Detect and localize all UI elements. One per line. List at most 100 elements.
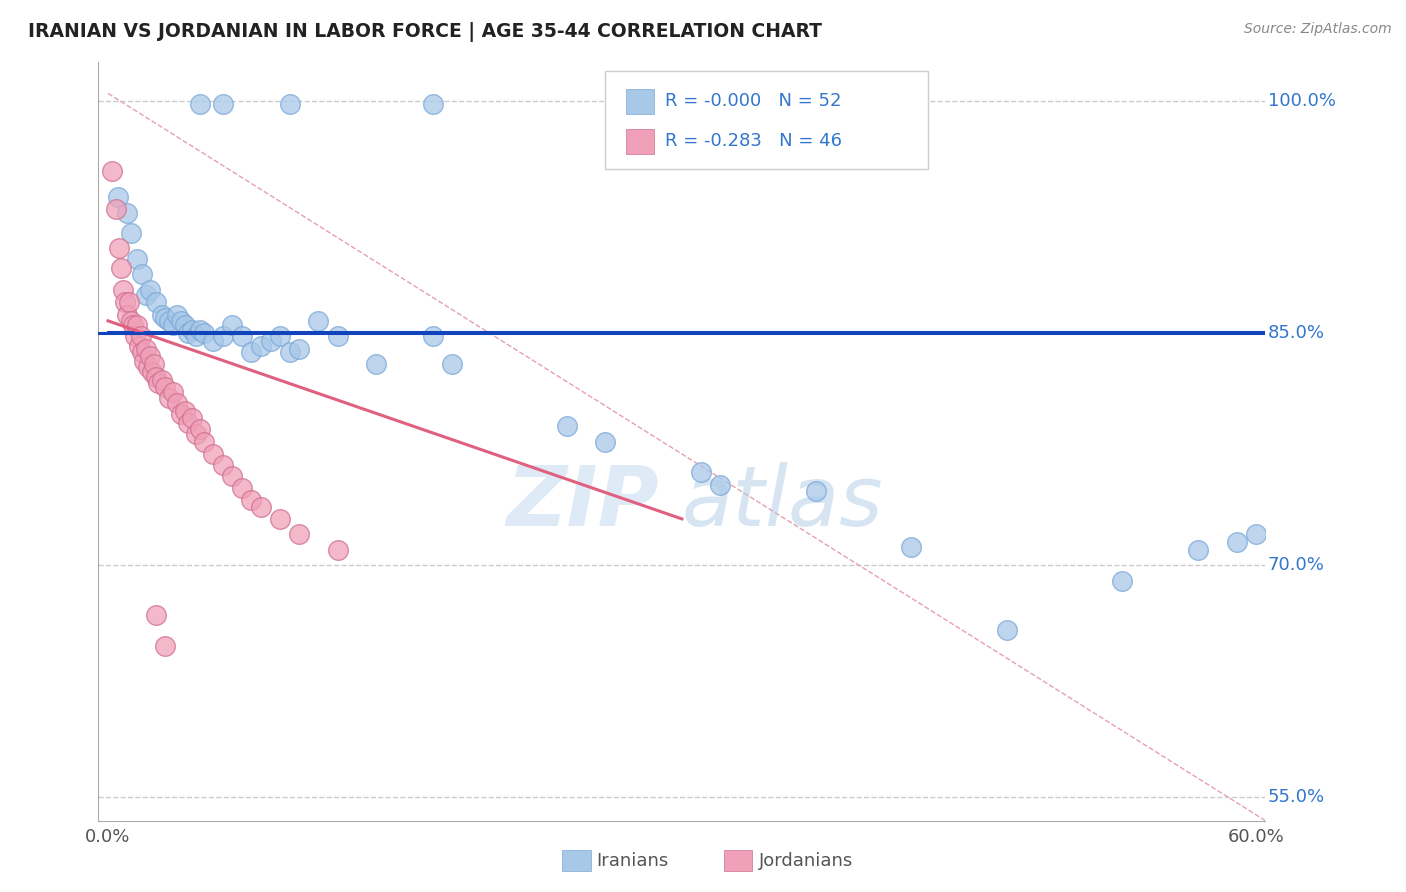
Point	[145, 369, 167, 384]
Point	[139, 350, 162, 364]
Point	[135, 287, 157, 301]
Point	[1226, 535, 1249, 549]
Point	[150, 308, 173, 322]
Point	[211, 458, 233, 472]
Point	[157, 314, 180, 328]
Point	[177, 326, 200, 341]
Point	[307, 314, 329, 328]
Point	[155, 310, 177, 325]
Text: 85.0%: 85.0%	[1268, 324, 1324, 343]
Point	[150, 373, 173, 387]
Point	[288, 527, 311, 541]
Point	[269, 329, 291, 343]
Point	[155, 380, 177, 394]
Point	[240, 344, 263, 359]
Point	[125, 252, 148, 266]
Point	[121, 318, 143, 333]
Point	[108, 241, 131, 255]
Text: IRANIAN VS JORDANIAN IN LABOR FORCE | AGE 35-44 CORRELATION CHART: IRANIAN VS JORDANIAN IN LABOR FORCE | AG…	[28, 22, 823, 42]
Point	[128, 338, 150, 352]
Point	[115, 205, 138, 219]
Point	[202, 334, 225, 348]
Point	[166, 396, 188, 410]
Point	[555, 419, 578, 434]
Text: ZIP: ZIP	[506, 462, 658, 542]
Point	[131, 344, 153, 359]
Point	[211, 97, 233, 112]
Point	[193, 434, 215, 449]
Point	[170, 314, 193, 328]
Point	[422, 97, 444, 112]
Point	[240, 493, 263, 508]
Point	[177, 416, 200, 430]
Point	[690, 466, 713, 480]
Point	[709, 478, 731, 492]
Point	[145, 295, 167, 310]
Point	[188, 97, 211, 112]
Point	[101, 163, 124, 178]
Point	[595, 434, 617, 449]
Point	[211, 329, 233, 343]
Point	[181, 411, 204, 425]
Point	[278, 97, 301, 112]
Point	[131, 268, 153, 282]
Text: R = -0.000   N = 52: R = -0.000 N = 52	[665, 92, 842, 110]
Point	[221, 318, 243, 333]
Point	[1187, 542, 1209, 557]
Point	[139, 283, 162, 297]
Point	[326, 542, 349, 557]
Point	[145, 607, 167, 622]
Point	[184, 329, 207, 343]
Point	[157, 391, 180, 405]
Point	[125, 318, 148, 333]
Point	[120, 226, 142, 240]
Point	[250, 338, 273, 352]
Point	[269, 512, 291, 526]
Point	[120, 314, 142, 328]
Point	[114, 295, 136, 310]
Point	[134, 354, 156, 368]
Point	[326, 329, 349, 343]
Point	[250, 500, 273, 514]
Point	[107, 190, 129, 204]
Point	[364, 357, 387, 371]
Point	[900, 540, 922, 554]
Point	[188, 323, 211, 337]
Point	[184, 426, 207, 441]
Text: 100.0%: 100.0%	[1268, 92, 1336, 110]
Point	[173, 318, 195, 333]
Text: R = -0.283   N = 46: R = -0.283 N = 46	[665, 132, 842, 150]
Point	[146, 376, 169, 390]
Point	[104, 202, 127, 217]
Point	[804, 484, 827, 499]
Point	[173, 403, 195, 417]
Point	[995, 624, 1018, 638]
Point	[202, 447, 225, 461]
Point	[259, 334, 281, 348]
Point	[231, 329, 253, 343]
Text: 70.0%: 70.0%	[1268, 557, 1324, 574]
Point	[141, 365, 163, 379]
Point	[129, 329, 152, 343]
Text: Source: ZipAtlas.com: Source: ZipAtlas.com	[1244, 22, 1392, 37]
Point	[188, 422, 211, 436]
Text: atlas: atlas	[682, 462, 883, 542]
Point	[110, 261, 132, 276]
Point	[166, 308, 188, 322]
Point	[221, 468, 243, 483]
Point	[288, 342, 311, 356]
Point	[135, 342, 157, 356]
Point	[441, 357, 464, 371]
Point	[162, 318, 184, 333]
Point	[181, 323, 204, 337]
Point	[278, 344, 301, 359]
Point	[231, 481, 253, 495]
Point	[1244, 527, 1267, 541]
Point	[422, 329, 444, 343]
Point	[155, 639, 177, 653]
Text: 55.0%: 55.0%	[1268, 789, 1324, 806]
Point	[162, 384, 184, 399]
Point	[118, 295, 141, 310]
Point	[136, 360, 159, 375]
Point	[142, 357, 165, 371]
